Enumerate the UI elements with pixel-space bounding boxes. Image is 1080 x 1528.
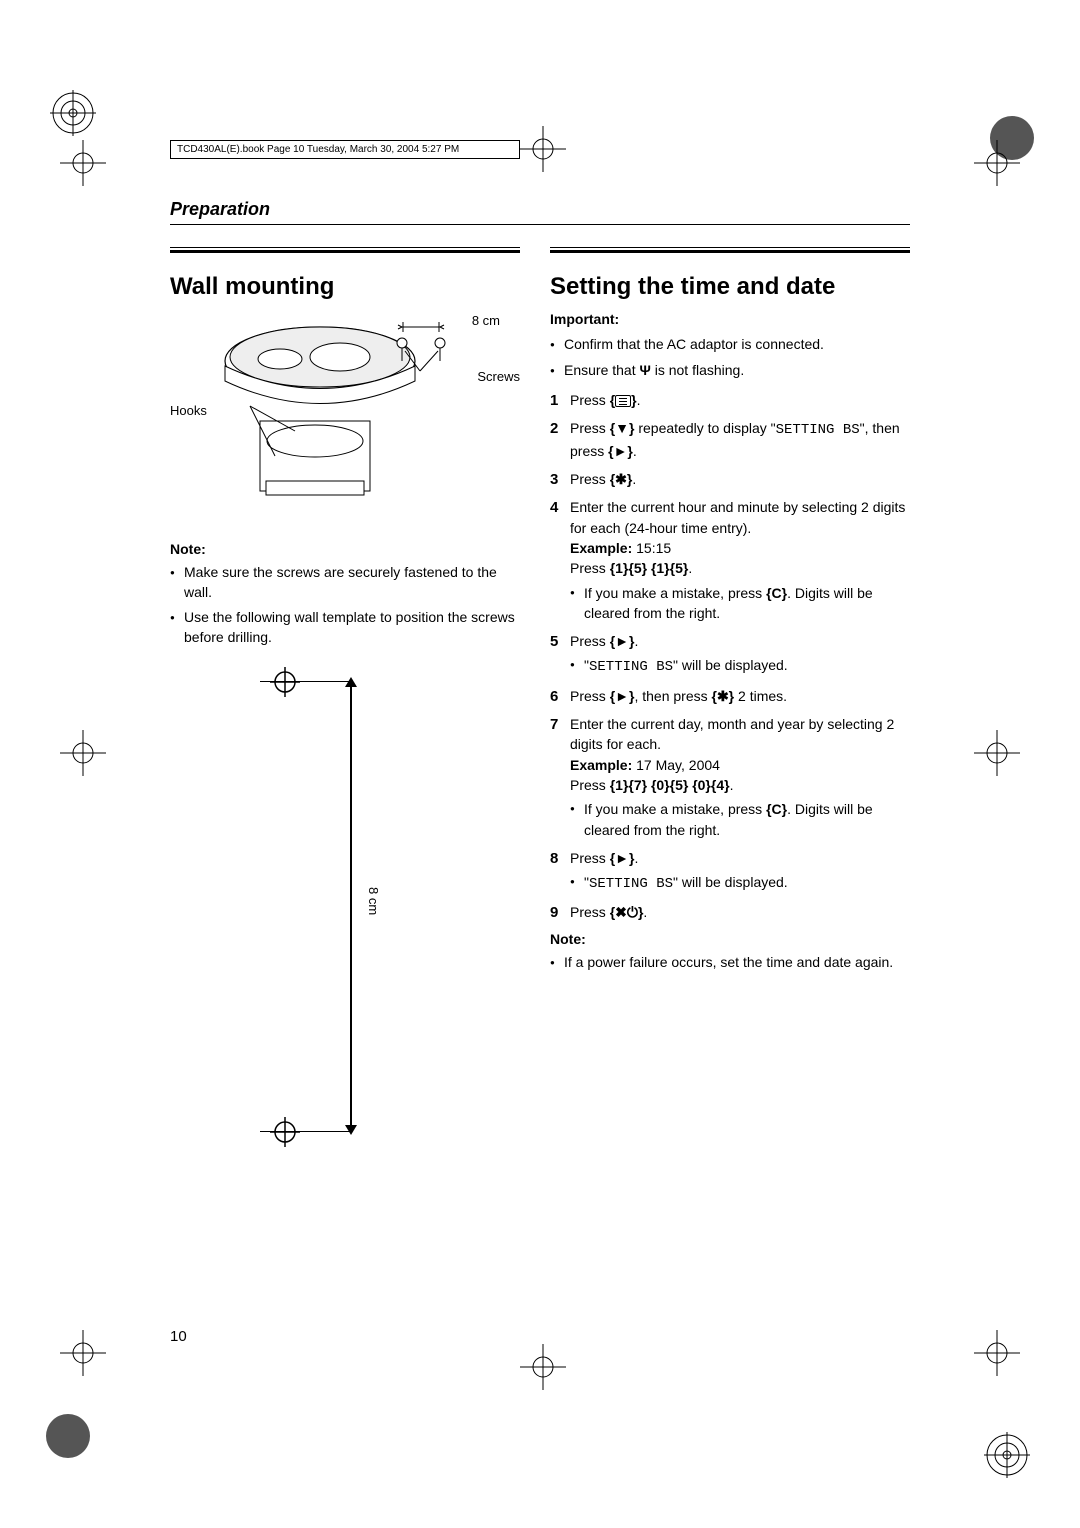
measure-line (350, 682, 352, 1132)
step-9: Press {✖⏻}. (550, 902, 910, 922)
important-list: Confirm that the AC adaptor is connected… (550, 335, 910, 380)
step-4-sub: If you make a mistake, press {C}. Digits… (570, 583, 910, 624)
section-title: Preparation (170, 199, 910, 220)
section-divider (170, 224, 910, 225)
diagram-spacing-label: 8 cm (472, 313, 500, 328)
crop-mark-icon (974, 730, 1020, 776)
base-unit-icon (210, 311, 460, 521)
important-item: Confirm that the AC adaptor is connected… (550, 335, 910, 355)
heading-divider (550, 247, 910, 253)
manual-page: TCD430AL(E).book Page 10 Tuesday, March … (170, 140, 910, 1370)
print-mark-solid (46, 1414, 90, 1458)
note-list: If a power failure occurs, set the time … (550, 953, 910, 973)
template-spacing-label: 8 cm (366, 887, 381, 915)
wall-mounting-heading: Wall mounting (170, 273, 520, 301)
drill-mark-icon (270, 667, 300, 697)
step-7-sub: If you make a mistake, press {C}. Digits… (570, 799, 910, 840)
step-3: Press {✱}. (550, 469, 910, 489)
diagram-hooks-label: Hooks (170, 403, 207, 418)
menu-icon (615, 395, 631, 407)
note-heading: Note: (170, 541, 520, 557)
note-item: Use the following wall template to posit… (170, 608, 520, 647)
arrow-down-icon (345, 1125, 357, 1135)
important-heading: Important: (550, 311, 910, 327)
crop-mark-icon (60, 1330, 106, 1376)
crop-mark-icon (974, 140, 1020, 186)
wall-template-diagram: 8 cm (170, 667, 520, 1187)
drill-mark-icon (270, 1117, 300, 1147)
note-list: Make sure the screws are securely fasten… (170, 563, 520, 647)
antenna-icon: Ψ (640, 362, 651, 378)
right-column: Setting the time and date Important: Con… (550, 247, 910, 1187)
step-7: Enter the current day, month and year by… (550, 714, 910, 840)
step-6: Press {►}, then press {✱} 2 times. (550, 686, 910, 706)
crop-mark-icon (974, 1330, 1020, 1376)
steps-list: Press {}. Press {▼} repeatedly to displa… (550, 390, 910, 923)
step-8-sub: "SETTING BS" will be displayed. (570, 872, 910, 894)
heading-divider (170, 247, 520, 253)
step-5-sub: "SETTING BS" will be displayed. (570, 655, 910, 677)
important-item: Ensure that Ψ is not flashing. (550, 361, 910, 381)
step-1: Press {}. (550, 390, 910, 410)
step-5: Press {►}. "SETTING BS" will be displaye… (550, 631, 910, 678)
step-8: Press {►}. "SETTING BS" will be displaye… (550, 848, 910, 895)
diagram-screws-label: Screws (477, 369, 520, 384)
note-item: If a power failure occurs, set the time … (550, 953, 910, 973)
page-number: 10 (170, 1328, 187, 1345)
note-heading: Note: (550, 931, 910, 947)
note-item: Make sure the screws are securely fasten… (170, 563, 520, 602)
base-unit-diagram: Hooks 8 cm Screws (170, 311, 520, 521)
setting-time-heading: Setting the time and date (550, 273, 910, 301)
print-mark-icon (984, 1432, 1030, 1478)
crop-mark-icon (60, 140, 106, 186)
step-2: Press {▼} repeatedly to display "SETTING… (550, 418, 910, 461)
left-column: Wall mounting (170, 247, 520, 1187)
doc-meta-header: TCD430AL(E).book Page 10 Tuesday, March … (170, 140, 520, 159)
print-mark-icon (50, 90, 96, 136)
step-4: Enter the current hour and minute by sel… (550, 497, 910, 623)
crop-mark-icon (60, 730, 106, 776)
